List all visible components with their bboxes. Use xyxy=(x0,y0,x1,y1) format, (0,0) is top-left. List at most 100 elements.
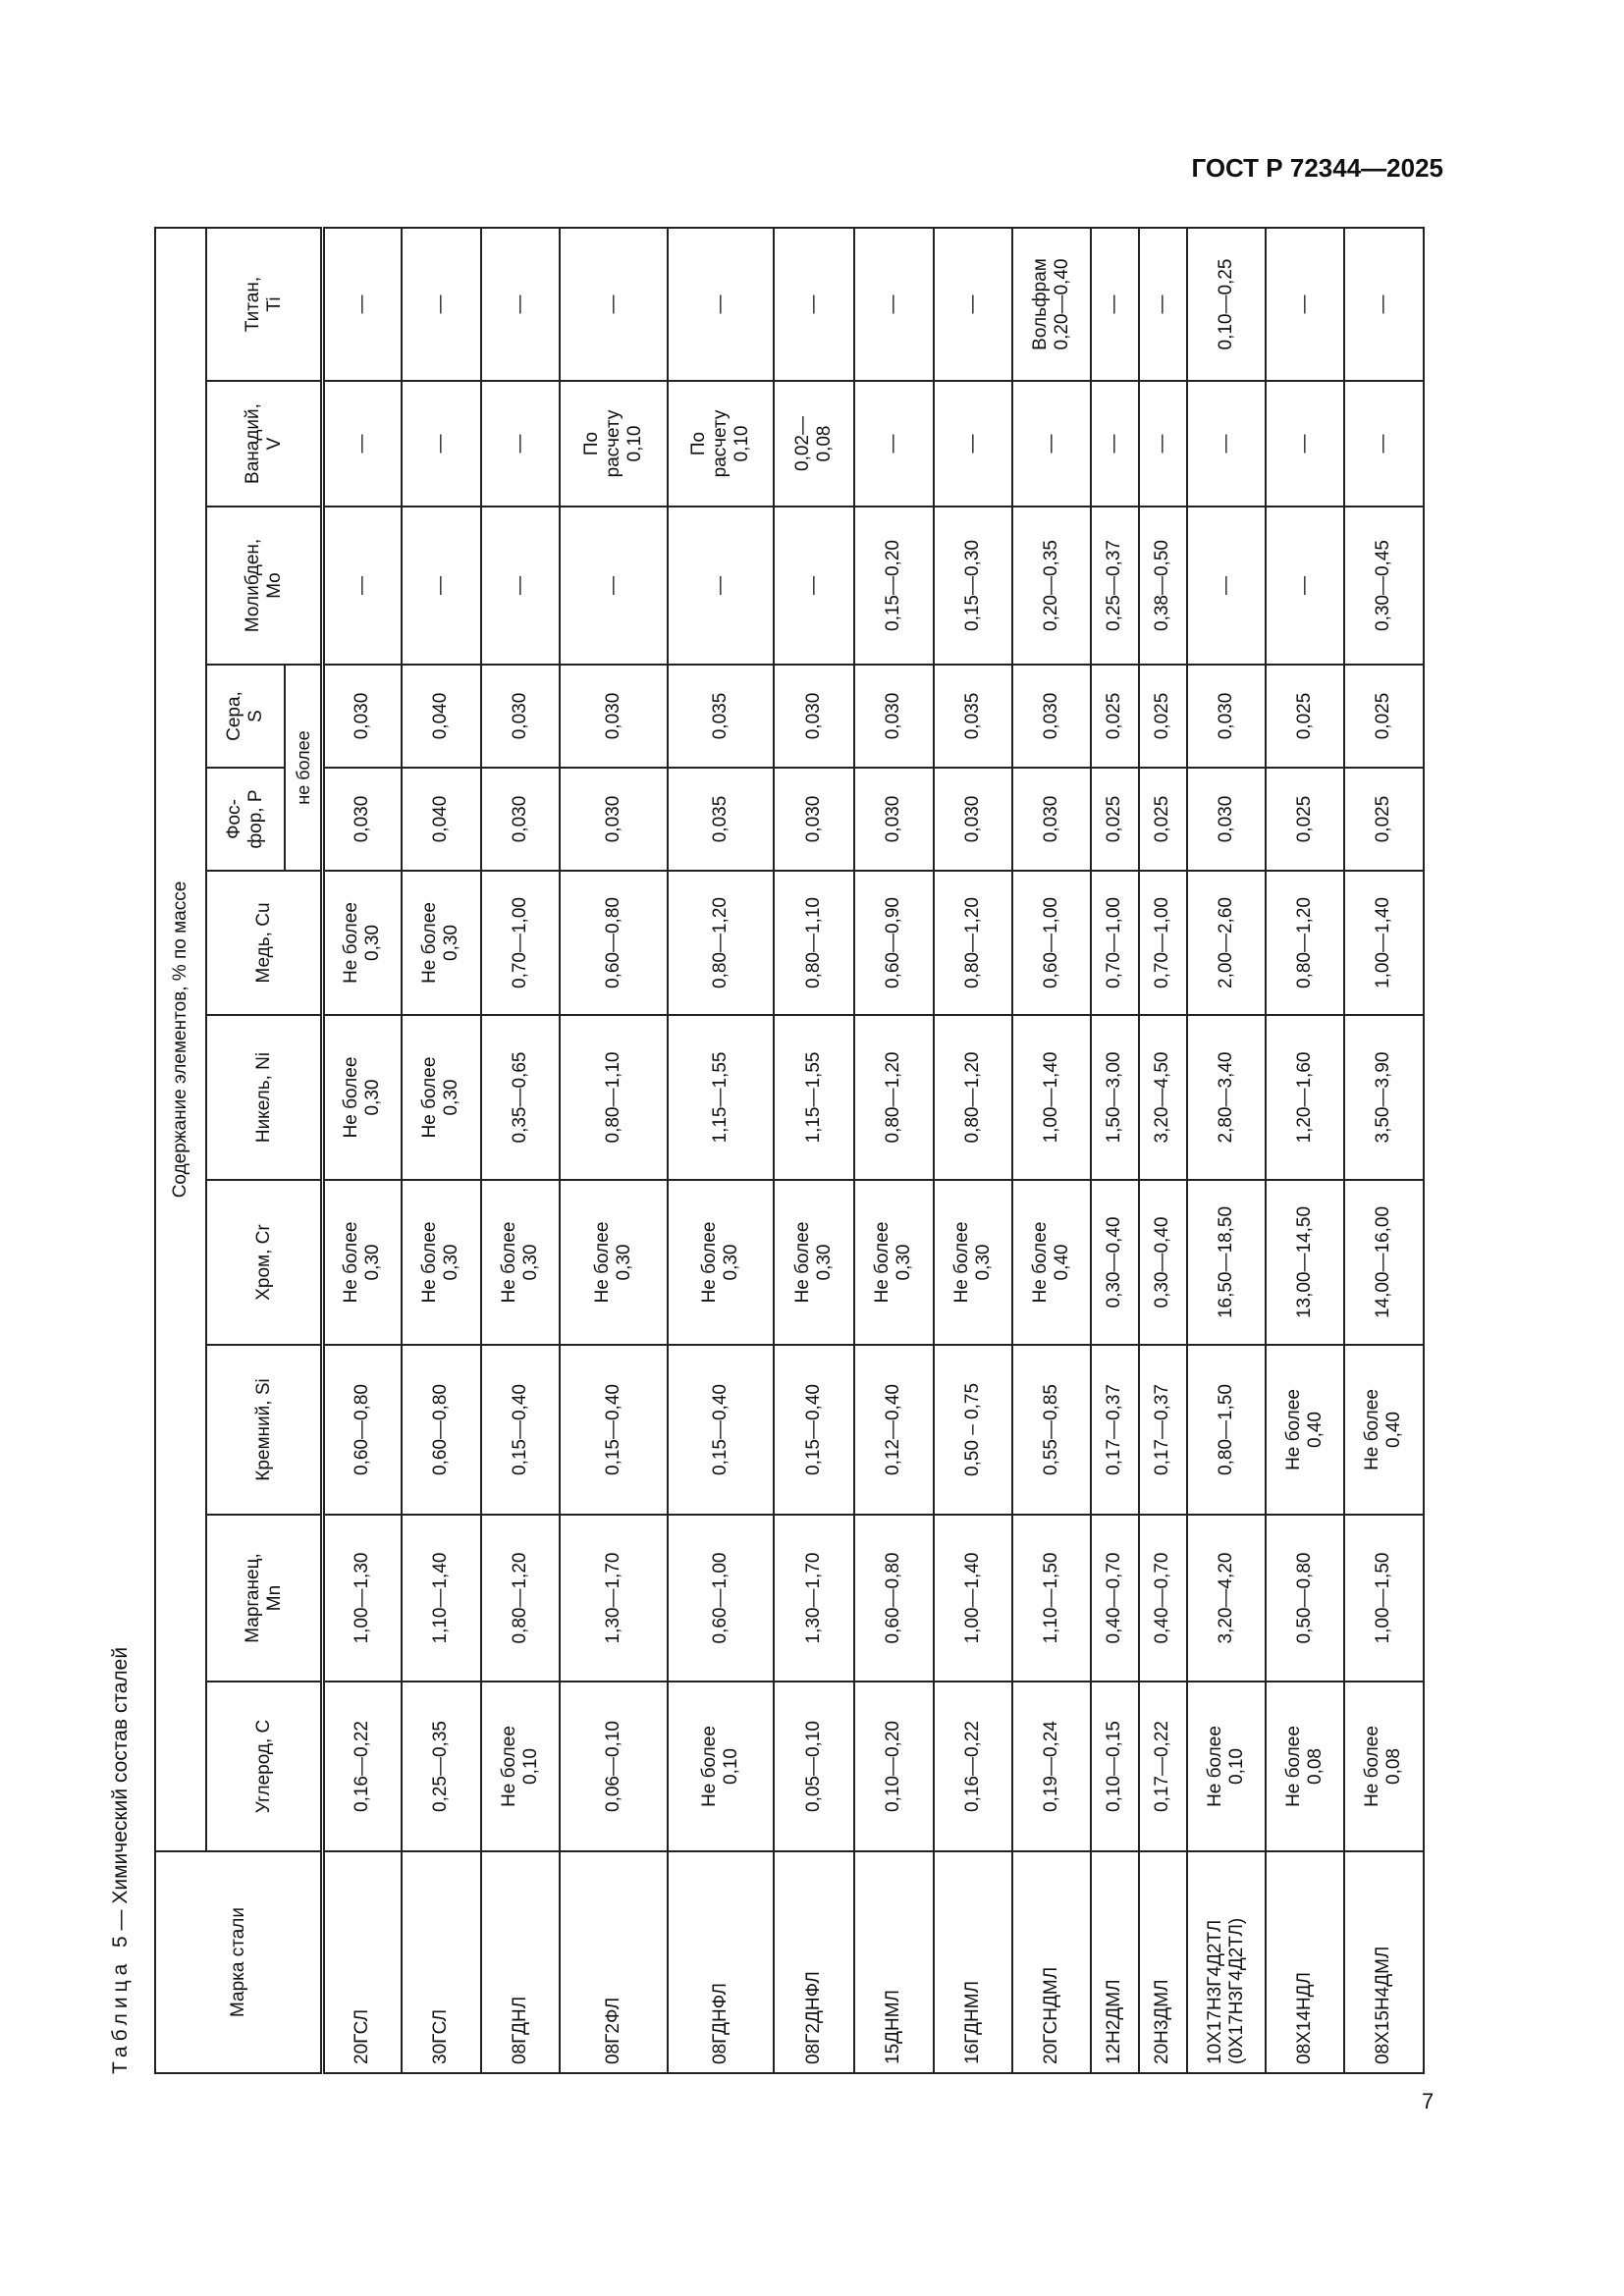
page-number: 7 xyxy=(1422,2089,1435,2113)
value-cell: 13,00—14,50 xyxy=(1265,1180,1344,1345)
value-cell: По расчету 0,10 xyxy=(559,381,668,507)
value-cell: 0,030 xyxy=(1011,665,1091,768)
value-cell: 1,15—1,55 xyxy=(667,1015,774,1180)
value-cell: Не более 0,30 xyxy=(401,871,481,1015)
value-cell: 0,50—0,80 xyxy=(1265,1515,1344,1682)
value-cell: 0,15—0,40 xyxy=(667,1345,774,1515)
value-cell: Не более 0,10 xyxy=(1186,1682,1266,1851)
value-cell: 0,60—0,80 xyxy=(322,1345,402,1515)
value-cell: 1,00—1,40 xyxy=(1343,871,1424,1015)
value-cell: — xyxy=(853,381,934,507)
value-cell: Не более 0,30 xyxy=(773,1180,854,1345)
value-cell: — xyxy=(1090,381,1139,507)
value-cell: 0,10—0,20 xyxy=(853,1682,934,1851)
value-cell: 0,70—1,00 xyxy=(1138,871,1187,1015)
value-cell: 1,00—1,30 xyxy=(322,1515,402,1682)
value-cell: Не более 0,30 xyxy=(853,1180,934,1345)
subheader-not-more: не более xyxy=(285,665,323,871)
value-cell: — xyxy=(853,227,934,381)
value-cell: 0,15—0,40 xyxy=(480,1345,560,1515)
value-cell: — xyxy=(480,507,560,665)
value-cell: Не более 0,30 xyxy=(559,1180,668,1345)
caption-label: Таблица xyxy=(109,1958,132,2074)
value-cell: 0,025 xyxy=(1343,768,1424,871)
value-cell: 0,80—1,10 xyxy=(773,871,854,1015)
rotated-table-block: Таблица 5 — Химический состав сталей Мар… xyxy=(106,227,1441,2074)
value-cell: 1,00—1,50 xyxy=(1343,1515,1424,1682)
value-cell: Не более 0,30 xyxy=(401,1015,481,1180)
value-cell: — xyxy=(322,381,402,507)
value-cell: 0,030 xyxy=(1186,665,1266,768)
value-cell: 0,15—0,20 xyxy=(853,507,934,665)
value-cell: 0,16—0,22 xyxy=(322,1682,402,1851)
value-cell: 0,06—0,10 xyxy=(559,1682,668,1851)
value-cell: — xyxy=(1343,227,1424,381)
value-cell: Не более 0,30 xyxy=(401,1180,481,1345)
value-cell: 0,030 xyxy=(480,665,560,768)
value-cell: 0,60—1,00 xyxy=(1011,871,1091,1015)
value-cell: 0,035 xyxy=(667,768,774,871)
value-cell: — xyxy=(559,227,668,381)
value-cell: 0,030 xyxy=(559,768,668,871)
value-cell: Не более 0,08 xyxy=(1265,1682,1344,1851)
column-header: Кремний, Si xyxy=(206,1345,323,1515)
value-cell: 0,50 – 0,75 xyxy=(933,1345,1012,1515)
steel-grade-cell: 12Н2ДМЛ xyxy=(1090,1851,1139,2073)
value-cell: 0,025 xyxy=(1343,665,1424,768)
value-cell: 0,025 xyxy=(1090,768,1139,871)
table-row: 30ГСЛ 0,25—0,35 1,10—1,40 0,60—0,80 Не более… xyxy=(401,227,481,2073)
value-cell: 2,80—3,40 xyxy=(1186,1015,1266,1180)
value-cell: — xyxy=(401,507,481,665)
grade-header: Марка стали xyxy=(155,1851,323,2073)
value-cell: — xyxy=(322,227,402,381)
value-cell: 0,030 xyxy=(559,665,668,768)
table-row: 20Н3ДМЛ 0,17—0,22 0,40—0,70 0,17—0,37 0,30—0… xyxy=(1138,227,1187,2073)
steel-grade-cell: 08Х14НДЛ xyxy=(1265,1851,1344,2073)
value-cell: Не более 0,40 xyxy=(1343,1345,1424,1515)
value-cell: — xyxy=(667,507,774,665)
header-row-columns: Углерод, C Марганец, Mn Кремний, Si Хром, C… xyxy=(206,227,323,2073)
value-cell: — xyxy=(480,227,560,381)
value-cell: 0,25—0,35 xyxy=(401,1682,481,1851)
value-cell: 0,80—1,20 xyxy=(667,871,774,1015)
value-cell: 16,50—18,50 xyxy=(1186,1180,1266,1345)
value-cell: 0,10—0,25 xyxy=(1186,227,1266,381)
value-cell: — xyxy=(1186,381,1266,507)
value-cell: 0,55—0,85 xyxy=(1011,1345,1091,1515)
value-cell: 0,030 xyxy=(933,768,1012,871)
value-cell: 0,040 xyxy=(401,768,481,871)
value-cell: 0,38—0,50 xyxy=(1138,507,1187,665)
value-cell: 0,17—0,22 xyxy=(1138,1682,1187,1851)
table-caption: Таблица 5 — Химический состав сталей xyxy=(106,1647,135,2074)
column-header: Углерод, C xyxy=(206,1682,323,1851)
steel-grade-cell: 20ГСНДМЛ xyxy=(1011,1851,1091,2073)
group-header: Содержание элементов, % по массе xyxy=(155,227,206,1851)
value-cell: 1,20—1,60 xyxy=(1265,1015,1344,1180)
steel-grade-cell: 08Х15Н4ДМЛ xyxy=(1343,1851,1424,2073)
value-cell: Не более 0,30 xyxy=(933,1180,1012,1345)
value-cell: 0,40—0,70 xyxy=(1090,1515,1139,1682)
value-cell: — xyxy=(933,227,1012,381)
value-cell: 0,70—1,00 xyxy=(480,871,560,1015)
value-cell: Не более 0,10 xyxy=(667,1682,774,1851)
value-cell: 0,80—1,20 xyxy=(933,1015,1012,1180)
value-cell: 0,025 xyxy=(1265,665,1344,768)
column-header: Сера, S xyxy=(206,665,285,768)
value-cell: 0,030 xyxy=(773,665,854,768)
table-row: 20ГСЛ 0,16—0,22 1,00—1,30 0,60—0,80 Не более… xyxy=(322,227,402,2073)
steel-grade-cell: 30ГСЛ xyxy=(401,1851,481,2073)
value-cell: 0,030 xyxy=(853,768,934,871)
steel-grade-cell: 20ГСЛ xyxy=(322,1851,402,2073)
table-row: 08Г2ДНФЛ 0,05—0,10 1,30—1,70 0,15—0,40 Не бо… xyxy=(773,227,854,2073)
table-row: 20ГСНДМЛ 0,19—0,24 1,10—1,50 0,55—0,85 Не бо… xyxy=(1011,227,1091,2073)
value-cell: 0,40—0,70 xyxy=(1138,1515,1187,1682)
value-cell: Не более 0,30 xyxy=(322,871,402,1015)
value-cell: Не более 0,40 xyxy=(1265,1345,1344,1515)
value-cell: 1,30—1,70 xyxy=(559,1515,668,1682)
value-cell: 0,80—1,20 xyxy=(480,1515,560,1682)
value-cell: — xyxy=(1265,381,1344,507)
column-header: Никель, Ni xyxy=(206,1015,323,1180)
value-cell: 0,20—0,35 xyxy=(1011,507,1091,665)
table-row: 08Х15Н4ДМЛ Не более 0,08 1,00—1,50 Не более… xyxy=(1343,227,1424,2073)
steel-grade-cell: 08ГДНЛ xyxy=(480,1851,560,2073)
